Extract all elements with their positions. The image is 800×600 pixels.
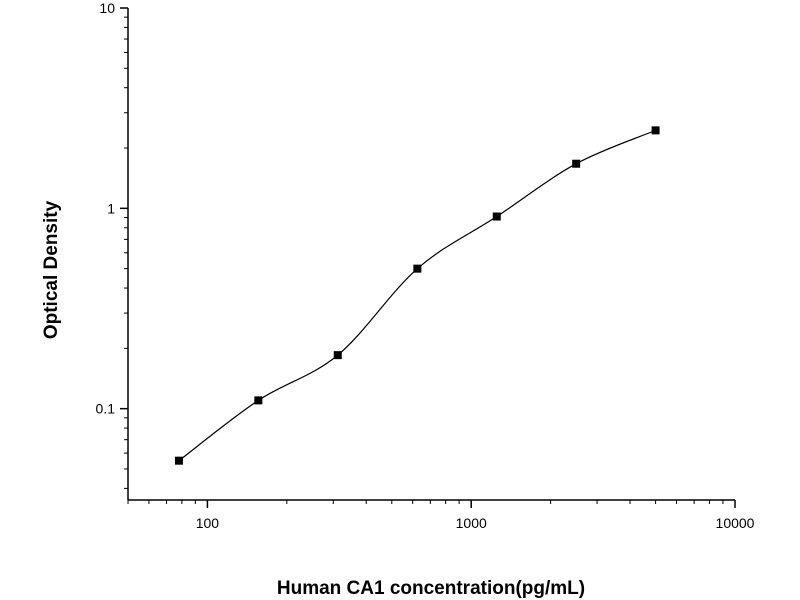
fit-curve	[178, 129, 656, 462]
x-tick-label: 1000	[456, 515, 487, 531]
data-point	[333, 351, 342, 360]
y-tick-label: 10	[99, 0, 115, 16]
data-point	[651, 126, 660, 135]
x-axis-title: Human CA1 concentration(pg/mL)	[277, 578, 585, 599]
fit-curve-layer	[178, 129, 656, 462]
data-point	[572, 159, 581, 168]
y-tick-label: 0.1	[96, 401, 116, 417]
x-tick-label: 10000	[716, 515, 755, 531]
x-axis-ticks: 100 1000 10000	[127, 500, 755, 531]
data-point	[174, 456, 183, 465]
y-axis-title: Optical Density	[41, 200, 62, 339]
x-tick-label: 100	[196, 515, 220, 531]
data-point	[254, 396, 263, 405]
y-axis-ticks: 0.1 1 10	[96, 0, 128, 489]
data-points	[174, 126, 660, 465]
data-point	[413, 264, 422, 273]
data-point	[492, 212, 501, 221]
y-tick-label: 1	[107, 200, 115, 216]
